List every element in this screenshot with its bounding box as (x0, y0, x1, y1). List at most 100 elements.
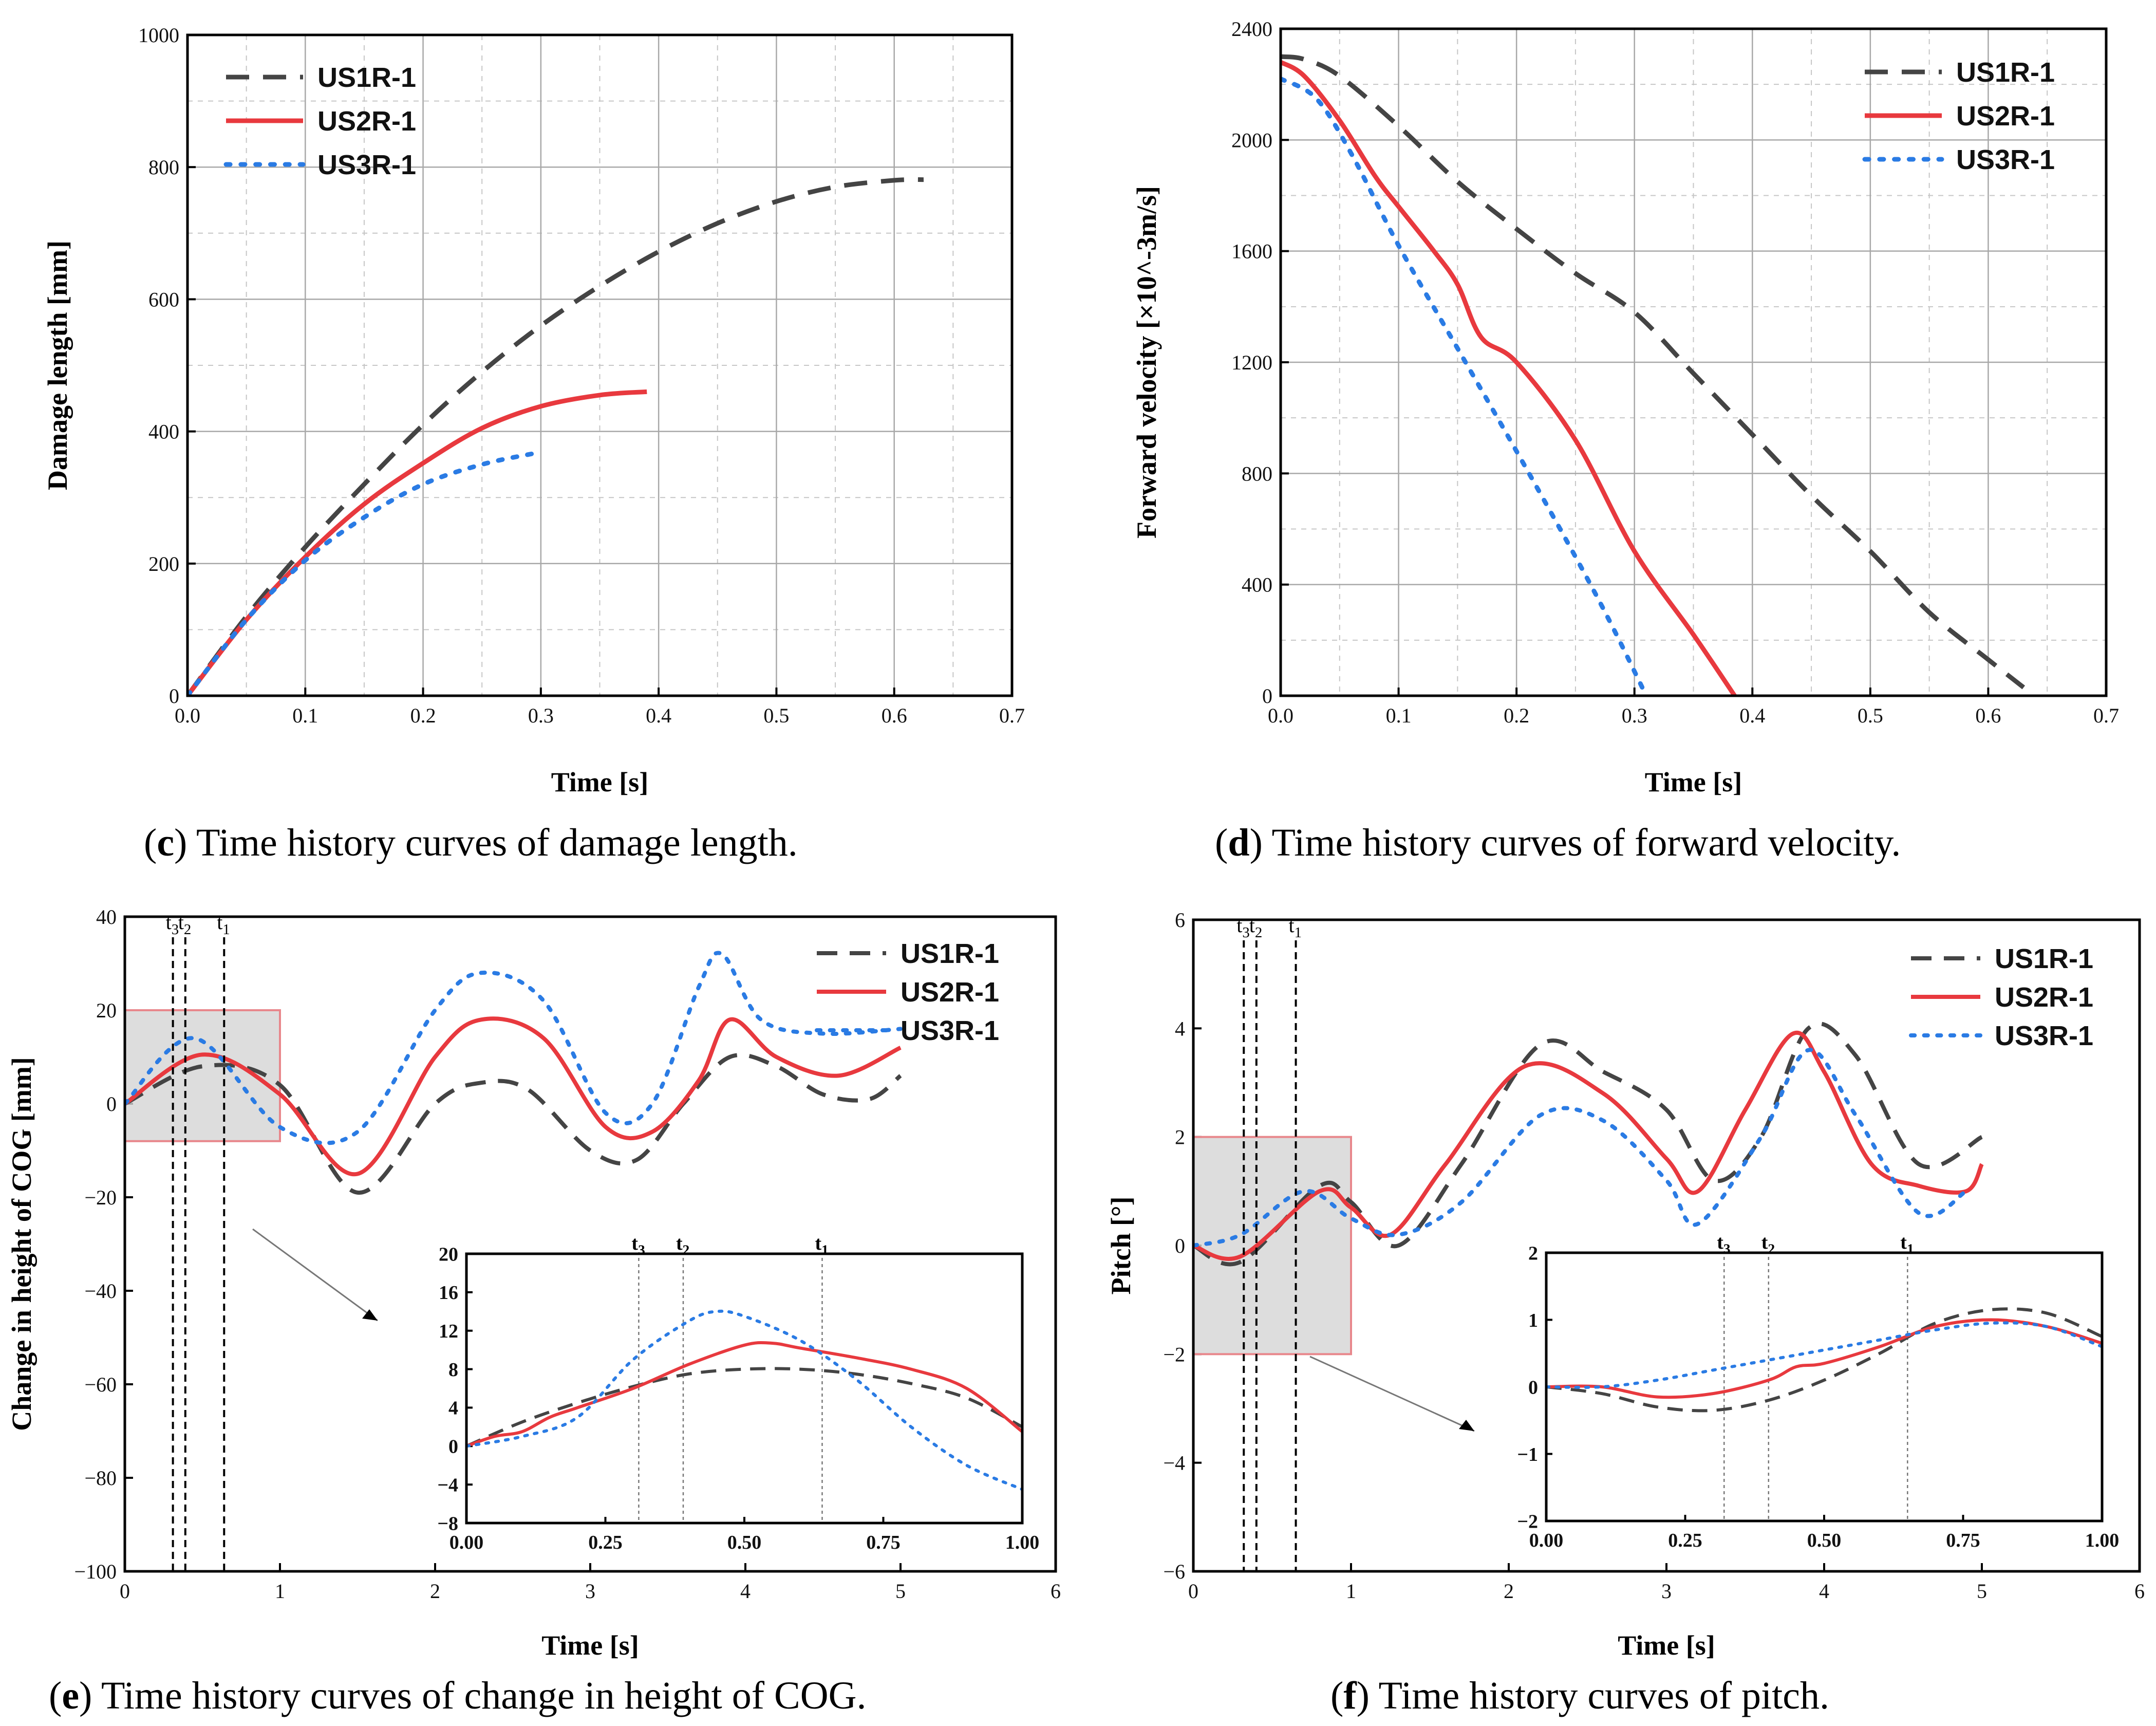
panel-d-tick-label-y: 2000 (1231, 128, 1272, 152)
panel-f-inset-tick-label-y: −1 (1517, 1444, 1538, 1465)
panel-f-series-us2r-1 (1193, 1030, 1984, 1261)
panel-e-inset-series-us1r-1 (466, 1367, 1022, 1448)
panel-f-legend: US1R-1 US2R-1 US3R-1 (1909, 943, 2093, 1051)
panel-c-tick-label-y: 200 (148, 552, 179, 576)
panel-f-tick-label-y: −2 (1163, 1343, 1185, 1366)
panel-d-tick-label-y: 800 (1242, 462, 1272, 485)
legend-label-us2r-1: US2R-1 (901, 977, 999, 1008)
panel-f-tick-label-x: 4 (1819, 1580, 1829, 1603)
panel-d-series-us1r-1 (1281, 54, 2026, 690)
panel-f-tick-label-x: 5 (1977, 1580, 1987, 1603)
panel-e-tick-label-y: −80 (84, 1467, 117, 1490)
legend-label-us1r-1: US1R-1 (317, 62, 416, 93)
panel-f-inset-frame (1545, 1251, 2104, 1523)
panel-e-marker-label: t1 (217, 911, 230, 938)
panel-e-tick-label-y: 20 (96, 999, 117, 1022)
panel-d-tick-label-y: 2400 (1231, 17, 1272, 41)
panel-d-tick-label-y: 400 (1242, 573, 1272, 597)
panel-d-tick-label-y: 1600 (1231, 240, 1272, 263)
panel-c-tick-label-y: 0 (169, 684, 179, 708)
panel-f-tick-label-x: 6 (2134, 1580, 2145, 1603)
panel-c-tick-label-x: 0.0 (175, 704, 200, 727)
panel-f-tick-label-y: 0 (1175, 1234, 1185, 1257)
panel-e-tick-label-x: 6 (1051, 1580, 1061, 1603)
panel-e-ylabel: Change in height of COG [mm] (6, 1057, 37, 1431)
panel-c-tick-label-y: 800 (148, 156, 179, 179)
panel-d-series-us2r-1 (1281, 60, 1737, 696)
panel-e-inset-tick-label-y: 20 (439, 1244, 458, 1265)
panel-d-tick-label-x: 0.1 (1386, 704, 1412, 727)
panel-c-tick-label-x: 0.3 (528, 704, 554, 727)
panel-e-frame (123, 915, 1057, 1573)
panel-f-inset-tick-label-y: −2 (1517, 1511, 1538, 1532)
panel-d-tick-label-x: 0.0 (1268, 704, 1293, 727)
panel-e-inset-bg (466, 1254, 1022, 1523)
panel-d: 0.0 0.1 0.2 0.3 0.4 0.5 0.6 0.7 0 400 800 1200 1600 2… (1131, 17, 2119, 864)
panel-c-tick-label-x: 0.2 (410, 704, 436, 727)
panel-f-xlabel: Time [s] (1618, 1630, 1715, 1661)
panel-e-inset-tick-label-y: 16 (439, 1282, 458, 1304)
panel-d-tick-label-y: 0 (1262, 684, 1272, 708)
panel-c-xlabel: Time [s] (551, 767, 648, 797)
panel-e-tick-label-y: −20 (84, 1186, 117, 1209)
panel-e-inset-series-us2r-1 (466, 1341, 1022, 1448)
panel-c-tick-label-y: 400 (148, 420, 179, 443)
panel-e-tick-label-x: 5 (895, 1580, 906, 1603)
panel-e-inset-frame (465, 1252, 1024, 1525)
panel-f-inset-tick-label-x: 0.00 (1529, 1530, 1564, 1551)
panel-c-tick-label-y: 1000 (138, 24, 179, 47)
panel-e-inset-tick-label-y: 8 (448, 1359, 458, 1381)
panel-c: 0.0 0.1 0.2 0.3 0.4 0.5 0.6 0.7 0 200 400 600 800 100… (42, 24, 1025, 864)
panel-e-tick-label-y: 0 (106, 1092, 117, 1116)
panel-e-inset-tick-label-y: −4 (437, 1474, 458, 1496)
legend-label-us1r-1: US1R-1 (1956, 57, 2055, 88)
panel-e-inset-tick-label-x: 1.00 (1005, 1532, 1040, 1553)
panel-e-tick-label-x: 1 (275, 1580, 285, 1603)
panel-c-tick-label-x: 0.4 (646, 704, 671, 727)
panel-d-frame (1279, 27, 2108, 697)
panel-f-tick-label-x: 3 (1661, 1580, 1672, 1603)
panel-f-frame (1192, 918, 2141, 1573)
panel-e-tick-label-x: 2 (430, 1580, 440, 1603)
panel-e-inset-tick-label-y: 4 (448, 1398, 458, 1419)
panel-c-series-us1r-1 (188, 177, 924, 696)
panel-d-tick-label-x: 0.5 (1858, 704, 1883, 727)
panel-c-caption: (c) Time history curves of damage length… (144, 821, 798, 864)
legend-label-us3r-1: US3R-1 (317, 150, 416, 180)
panel-f-inset-arrowhead (1459, 1420, 1474, 1431)
panel-e-inset-series-us3r-1 (466, 1309, 1022, 1491)
panel-f-marker-label: t3 (1236, 914, 1250, 941)
panel-d-tick-label-y: 1200 (1231, 351, 1272, 374)
panel-e-legend: US1R-1 US2R-1 US3R-1 (815, 938, 999, 1046)
panel-e-inset-tick-label-y: −8 (437, 1513, 458, 1534)
panel-d-legend: US1R-1 US2R-1 US3R-1 (1862, 57, 2055, 175)
panel-f-inset-series-us2r-1 (1546, 1318, 2102, 1399)
panel-f-inset-tick-label-x: 1.00 (2085, 1530, 2120, 1551)
panel-f-inset-series-us1r-1 (1546, 1307, 2102, 1413)
panel-f-tick-label-y: 6 (1175, 908, 1185, 932)
panel-e-tick-label-y: 40 (96, 905, 117, 929)
panel-f-tick-label-x: 0 (1188, 1580, 1198, 1603)
panel-c-ylabel: Damage length [mm] (42, 240, 73, 490)
panel-d-tick-label-x: 0.6 (1975, 704, 2001, 727)
panel-f: 0 1 2 3 4 5 6 −6 −4 −2 0 2 4 6 t3 t2 t1 Time [s] Pitch [°]… (1105, 908, 2145, 1717)
panel-e-marker-label: t2 (178, 911, 192, 938)
panel-d-tick-label-x: 0.7 (2093, 704, 2119, 727)
panel-e-series-us3r-1 (125, 951, 903, 1145)
panel-f-inset-tick-label-y: 0 (1528, 1377, 1538, 1398)
panel-f-series-us1r-1 (1193, 1022, 1983, 1267)
panel-e-inset-tick-label-x: 0.25 (588, 1532, 623, 1553)
panel-c-series-us3r-1 (188, 451, 537, 696)
panel-e-tick-label-y: −100 (74, 1560, 117, 1583)
panel-f-inset-tick-label-y: 2 (1528, 1242, 1538, 1264)
panel-f-tick-label-x: 1 (1346, 1580, 1356, 1603)
panel-e-tick-label-x: 0 (120, 1580, 130, 1603)
legend-label-us2r-1: US2R-1 (317, 106, 416, 137)
legend-label-us1r-1: US1R-1 (1995, 943, 2093, 974)
panel-f-zoom-box (1192, 1136, 1352, 1356)
panel-d-tick-label-x: 0.2 (1504, 704, 1529, 727)
panel-e-inset-tick-label-y: 0 (448, 1436, 458, 1458)
panel-f-inset-series-us3r-1 (1546, 1321, 2102, 1389)
